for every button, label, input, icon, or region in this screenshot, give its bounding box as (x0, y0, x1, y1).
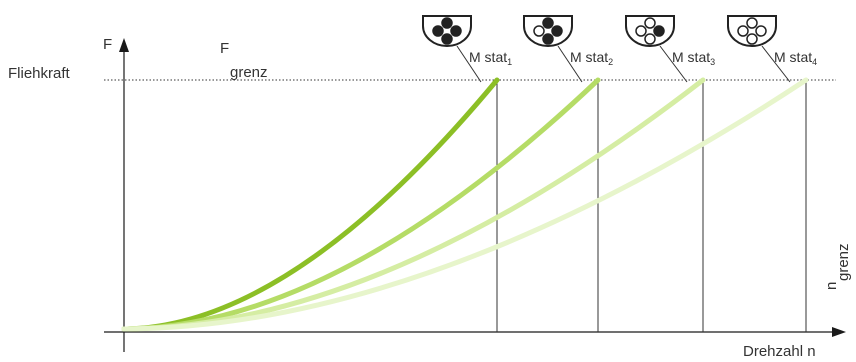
stator-icon-4 (727, 15, 777, 47)
stator-icon-hole (644, 33, 656, 45)
stator-icon-body (422, 15, 472, 47)
stator-icon-hole (441, 17, 453, 29)
stator-icon-body (523, 15, 573, 47)
n-limit-label-main: n (823, 282, 840, 290)
leader-line-2 (557, 45, 583, 83)
stator-icon-1 (422, 15, 472, 47)
curve-label-1: M stat1 (469, 49, 512, 67)
stator-icon-hole (542, 17, 554, 29)
force-curve-3 (121, 77, 706, 332)
curve-label-4: M stat4 (774, 49, 817, 67)
x-axis-label: Drehzahl n (743, 343, 816, 360)
stator-icon-hole (737, 25, 749, 37)
y-axis-label: Fliehkraft (8, 65, 71, 82)
y-axis-symbol: F (103, 36, 112, 53)
leader-line-4 (761, 45, 791, 83)
x-axis-arrow (832, 327, 846, 337)
stator-icons: M stat1 M stat2 M stat3 M stat4 (422, 15, 817, 83)
curve-label-main: M stat (570, 49, 608, 65)
stator-icon-2 (523, 15, 573, 47)
stator-icon-hole (450, 25, 462, 37)
stator-icon-hole (746, 33, 758, 45)
stator-icon-hole (432, 25, 444, 37)
stator-icon-hole (755, 25, 767, 37)
n-limit-label-sub: grenz (835, 243, 852, 281)
stator-icon-body (727, 15, 777, 47)
curve-label-sub: 2 (608, 57, 613, 67)
curve-label-main: M stat (774, 49, 812, 65)
f-limit-label-main: F (220, 40, 229, 57)
force-curves (121, 77, 809, 332)
stator-icon-3 (625, 15, 675, 47)
curve-label-2: M stat2 (570, 49, 613, 67)
limit-drop-lines (496, 80, 807, 332)
stator-icon-hole (533, 25, 545, 37)
stator-icon-hole (635, 25, 647, 37)
stator-icon-hole (551, 25, 563, 37)
n-limit-label: n grenz (823, 243, 852, 290)
f-limit-label-sub: grenz (230, 64, 268, 81)
stator-icon-hole (542, 33, 554, 45)
curve-label-main: M stat (672, 49, 710, 65)
leader-line-3 (659, 45, 688, 83)
y-axis-arrow (119, 38, 129, 52)
force-curve-1 (121, 77, 500, 332)
stator-icon-hole (746, 17, 758, 29)
curve-label-sub: 4 (812, 57, 817, 67)
force-curve-4 (121, 77, 809, 332)
curve-label-3: M stat3 (672, 49, 715, 67)
stator-icon-body (625, 15, 675, 47)
curve-label-main: M stat (469, 49, 507, 65)
leader-line-1 (456, 45, 482, 83)
stator-icon-hole (644, 17, 656, 29)
curve-label-sub: 3 (710, 57, 715, 67)
curve-label-sub: 1 (507, 57, 512, 67)
stator-icon-hole (441, 33, 453, 45)
stator-icon-hole (653, 25, 665, 37)
